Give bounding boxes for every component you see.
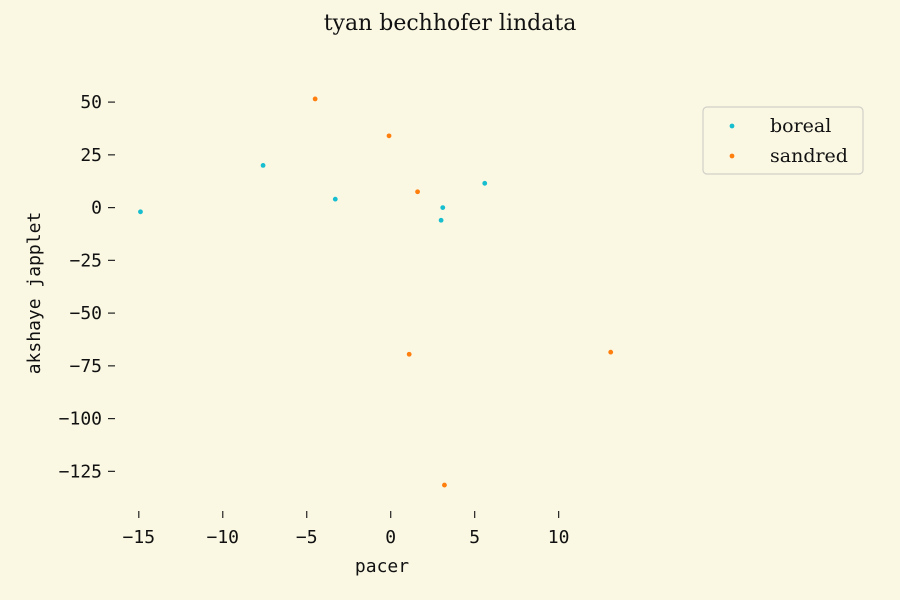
data-point-sandred xyxy=(312,96,318,102)
y-tick-label: −100 xyxy=(59,409,102,430)
y-tick-label: −75 xyxy=(69,356,102,377)
y-tick-label: −125 xyxy=(59,461,102,482)
legend-marker-boreal xyxy=(729,123,735,129)
legend-marker-sandred xyxy=(729,153,735,159)
y-tick-label: 0 xyxy=(91,198,102,219)
x-tick-label: −5 xyxy=(296,527,318,548)
data-point-sandred xyxy=(386,133,392,139)
data-points xyxy=(138,96,614,488)
x-tick-label: −15 xyxy=(123,527,156,548)
y-tick-label: 50 xyxy=(80,92,102,113)
x-axis-label: pacer xyxy=(355,556,409,577)
y-tick-label: −50 xyxy=(69,303,102,324)
legend-label: sandred xyxy=(770,145,848,167)
data-point-sandred xyxy=(442,482,447,488)
data-point-sandred xyxy=(406,351,412,357)
x-axis-ticks: −15 −10 −5 0 5 10 xyxy=(123,511,570,548)
data-point-boreal xyxy=(138,209,143,215)
y-tick-label: −25 xyxy=(69,250,102,271)
data-point-boreal xyxy=(332,196,338,202)
chart-title: tyan bechhofer lindata xyxy=(324,11,577,36)
data-point-sandred xyxy=(415,189,420,195)
data-point-boreal xyxy=(482,180,488,186)
legend: boreal sandred xyxy=(702,106,864,175)
data-point-boreal xyxy=(438,217,444,223)
y-tick-label: 25 xyxy=(80,145,102,166)
x-tick-label: 5 xyxy=(469,527,480,548)
y-axis-ticks: 50 25 0 −25 −50 −75 −100 −125 xyxy=(59,92,115,482)
data-point-boreal xyxy=(260,163,266,168)
y-axis-label: akshaye japplet xyxy=(24,212,45,375)
legend-label: boreal xyxy=(770,115,831,137)
x-tick-label: −10 xyxy=(207,527,240,548)
data-point-sandred xyxy=(608,349,614,355)
x-tick-label: 0 xyxy=(385,527,396,548)
legend-box xyxy=(702,106,864,175)
data-point-boreal xyxy=(440,205,446,211)
x-tick-label: 10 xyxy=(548,527,570,548)
